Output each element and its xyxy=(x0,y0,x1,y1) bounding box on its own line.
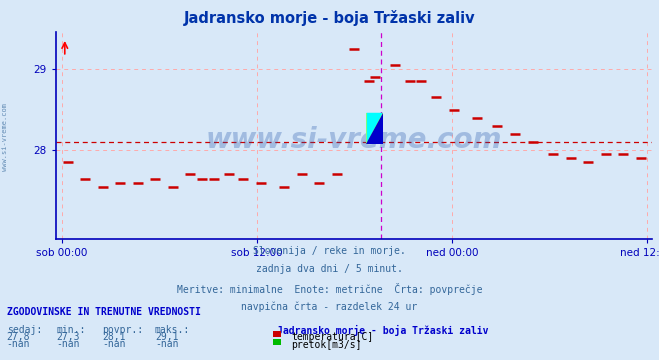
Text: ZGODOVINSKE IN TRENUTNE VREDNOSTI: ZGODOVINSKE IN TRENUTNE VREDNOSTI xyxy=(7,307,200,317)
Text: sedaj:: sedaj: xyxy=(7,325,42,335)
Text: -nan: -nan xyxy=(155,339,179,350)
Bar xyxy=(366,113,383,144)
Text: temperatura[C]: temperatura[C] xyxy=(291,332,374,342)
Text: 27,3: 27,3 xyxy=(56,332,80,342)
Text: maks.:: maks.: xyxy=(155,325,190,335)
Text: Jadransko morje - boja Tržaski zaliv: Jadransko morje - boja Tržaski zaliv xyxy=(184,10,475,26)
Polygon shape xyxy=(366,113,383,144)
Polygon shape xyxy=(366,113,383,144)
Text: Meritve: minimalne  Enote: metrične  Črta: povprečje: Meritve: minimalne Enote: metrične Črta:… xyxy=(177,283,482,295)
Text: povpr.:: povpr.: xyxy=(102,325,143,335)
Text: pretok[m3/s]: pretok[m3/s] xyxy=(291,340,362,350)
Text: -nan: -nan xyxy=(56,339,80,350)
Text: zadnja dva dni / 5 minut.: zadnja dva dni / 5 minut. xyxy=(256,264,403,274)
Text: www.si-vreme.com: www.si-vreme.com xyxy=(206,126,502,154)
Text: 27,8: 27,8 xyxy=(7,332,30,342)
Text: www.si-vreme.com: www.si-vreme.com xyxy=(2,103,9,171)
Text: -nan: -nan xyxy=(7,339,30,350)
Text: navpična črta - razdelek 24 ur: navpična črta - razdelek 24 ur xyxy=(241,302,418,312)
Text: 29,1: 29,1 xyxy=(155,332,179,342)
Text: -nan: -nan xyxy=(102,339,126,350)
Text: Slovenija / reke in morje.: Slovenija / reke in morje. xyxy=(253,246,406,256)
Text: min.:: min.: xyxy=(56,325,86,335)
Text: Jadransko morje - boja Tržaski zaliv: Jadransko morje - boja Tržaski zaliv xyxy=(277,325,488,336)
Text: 28,1: 28,1 xyxy=(102,332,126,342)
